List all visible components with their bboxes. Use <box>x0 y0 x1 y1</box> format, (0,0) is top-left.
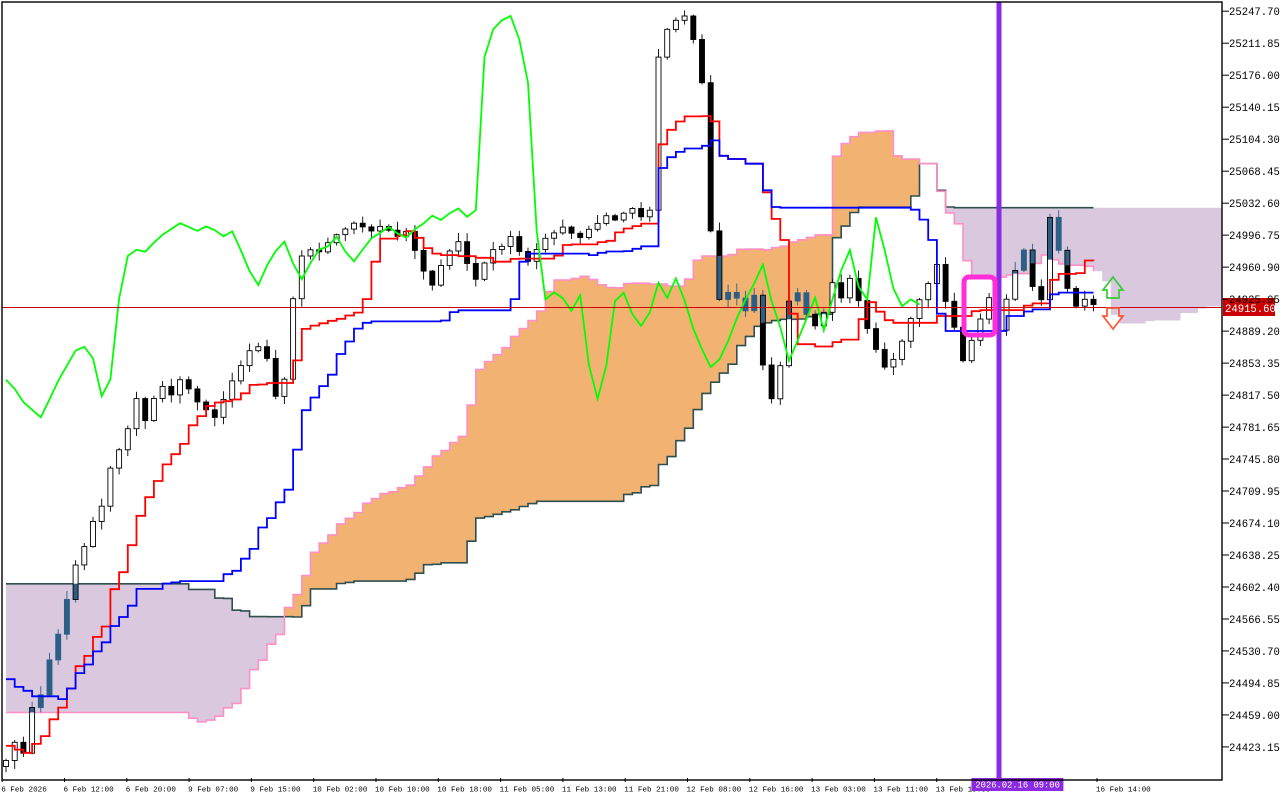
svg-text:24925.05: 24925.05 <box>1229 295 1280 307</box>
svg-text:11 Feb 21:00: 11 Feb 21:00 <box>624 787 679 795</box>
svg-text:13 Feb 03:00: 13 Feb 03:00 <box>811 787 866 795</box>
svg-text:24817.50: 24817.50 <box>1229 391 1280 403</box>
svg-text:16 Feb 14:00: 16 Feb 14:00 <box>1096 787 1151 795</box>
svg-text:24996.75: 24996.75 <box>1229 231 1280 243</box>
svg-text:24494.85: 24494.85 <box>1229 679 1280 691</box>
svg-text:25032.60: 25032.60 <box>1229 199 1280 211</box>
svg-text:24602.40: 24602.40 <box>1229 583 1280 595</box>
svg-text:9 Feb 07:00: 9 Feb 07:00 <box>188 787 239 795</box>
svg-text:9 Feb 15:00: 9 Feb 15:00 <box>250 787 301 795</box>
svg-text:12 Feb 08:00: 12 Feb 08:00 <box>687 787 742 795</box>
svg-text:6 Feb 20:00: 6 Feb 20:00 <box>126 787 177 795</box>
svg-text:24960.90: 24960.90 <box>1229 263 1280 275</box>
svg-text:24566.55: 24566.55 <box>1229 615 1280 627</box>
svg-text:24423.15: 24423.15 <box>1229 743 1280 755</box>
svg-text:24781.65: 24781.65 <box>1229 423 1280 435</box>
svg-text:6 Feb 12:00: 6 Feb 12:00 <box>64 787 115 795</box>
svg-text:12 Feb 16:00: 12 Feb 16:00 <box>749 787 804 795</box>
svg-text:24709.95: 24709.95 <box>1229 487 1280 499</box>
svg-text:11 Feb 13:00: 11 Feb 13:00 <box>562 787 617 795</box>
svg-text:24530.70: 24530.70 <box>1229 647 1280 659</box>
svg-text:10 Feb 10:00: 10 Feb 10:00 <box>375 787 430 795</box>
svg-text:6 Feb 2026: 6 Feb 2026 <box>1 787 47 795</box>
svg-text:25104.30: 25104.30 <box>1229 135 1280 147</box>
svg-text:10 Feb 18:00: 10 Feb 18:00 <box>437 787 492 795</box>
svg-text:24853.35: 24853.35 <box>1229 359 1280 371</box>
svg-text:25068.45: 25068.45 <box>1229 167 1280 179</box>
svg-text:10 Feb 02:00: 10 Feb 02:00 <box>313 787 368 795</box>
svg-text:2026.02.16 09:00: 2026.02.16 09:00 <box>975 781 1059 791</box>
svg-text:25176.00: 25176.00 <box>1229 71 1280 83</box>
svg-text:11 Feb 05:00: 11 Feb 05:00 <box>500 787 555 795</box>
svg-text:24674.10: 24674.10 <box>1229 519 1280 531</box>
svg-text:25247.70: 25247.70 <box>1229 7 1280 19</box>
svg-text:24638.25: 24638.25 <box>1229 551 1280 563</box>
svg-text:24459.00: 24459.00 <box>1229 711 1280 723</box>
svg-text:13 Feb 11:00: 13 Feb 11:00 <box>873 787 928 795</box>
svg-text:24889.20: 24889.20 <box>1229 327 1280 339</box>
svg-text:25211.85: 25211.85 <box>1229 39 1280 51</box>
svg-text:24745.80: 24745.80 <box>1229 455 1280 467</box>
svg-text:25140.15: 25140.15 <box>1229 103 1280 115</box>
